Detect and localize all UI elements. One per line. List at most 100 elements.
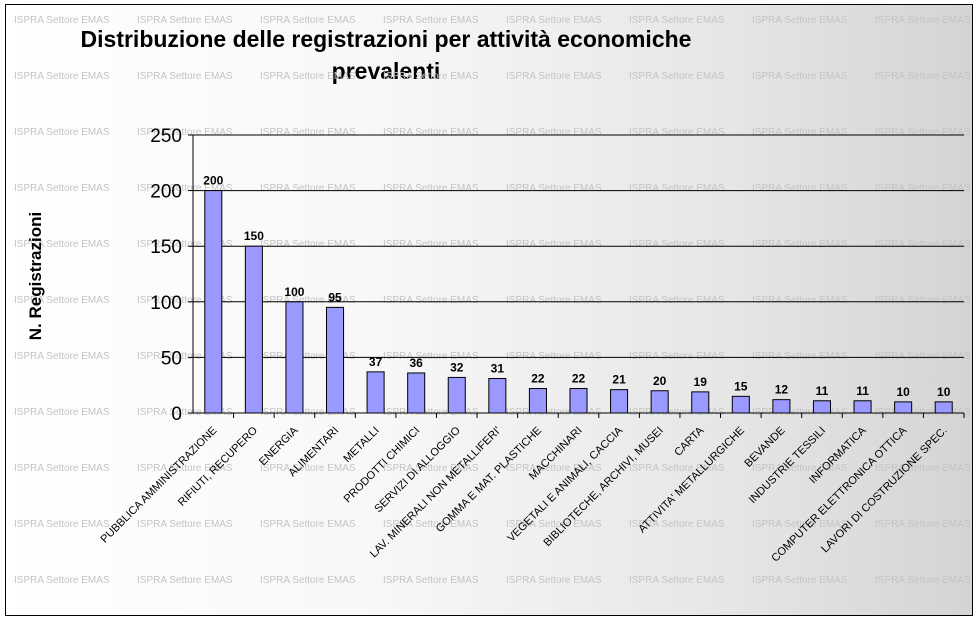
data-label: 100: [284, 285, 304, 299]
watermark-text: ISPRA Settore EMAS: [875, 519, 971, 530]
watermark-text: ISPRA Settore EMAS: [137, 295, 233, 306]
watermark-text: ISPRA Settore EMAS: [14, 463, 110, 474]
watermark-text: ISPRA Settore EMAS: [629, 71, 725, 82]
watermark-text: ISPRA Settore EMAS: [752, 15, 848, 26]
watermark-text: ISPRA Settore EMAS: [260, 463, 356, 474]
bar: [407, 372, 426, 414]
watermark-text: ISPRA Settore EMAS: [506, 519, 602, 530]
data-label: 37: [369, 355, 383, 369]
bar: [204, 190, 223, 414]
watermark-text: ISPRA Settore EMAS: [875, 575, 971, 586]
watermark-text: ISPRA Settore EMAS: [14, 183, 110, 194]
watermark-text: ISPRA Settore EMAS: [875, 351, 971, 362]
watermark-text: ISPRA Settore EMAS: [875, 295, 971, 306]
data-label: 11: [816, 384, 829, 398]
watermark-text: ISPRA Settore EMAS: [506, 15, 602, 26]
data-label: 95: [328, 290, 342, 304]
watermark-text: ISPRA Settore EMAS: [875, 15, 971, 26]
watermark-text: ISPRA Settore EMAS: [629, 15, 725, 26]
watermark-text: ISPRA Settore EMAS: [260, 351, 356, 362]
watermark-text: ISPRA Settore EMAS: [137, 351, 233, 362]
watermark-text: ISPRA Settore EMAS: [14, 15, 110, 26]
watermark-text: ISPRA Settore EMAS: [260, 71, 356, 82]
watermark-text: ISPRA Settore EMAS: [629, 183, 725, 194]
watermark-text: ISPRA Settore EMAS: [629, 575, 725, 586]
watermark-text: ISPRA Settore EMAS: [14, 519, 110, 530]
watermark-text: ISPRA Settore EMAS: [260, 15, 356, 26]
data-label: 31: [491, 362, 505, 376]
watermark-text: ISPRA Settore EMAS: [383, 463, 479, 474]
watermark-text: ISPRA Settore EMAS: [752, 351, 848, 362]
axes: [188, 134, 965, 418]
bar: [569, 388, 588, 414]
watermark-text: ISPRA Settore EMAS: [506, 239, 602, 250]
watermark-text: ISPRA Settore EMAS: [383, 519, 479, 530]
watermark-text: ISPRA Settore EMAS: [629, 239, 725, 250]
watermark-text: ISPRA Settore EMAS: [383, 575, 479, 586]
watermark-text: ISPRA Settore EMAS: [752, 183, 848, 194]
data-label: 12: [775, 383, 789, 397]
watermark-text: ISPRA Settore EMAS: [137, 407, 233, 418]
bar: [934, 401, 953, 414]
watermark-text: ISPRA Settore EMAS: [383, 15, 479, 26]
bar: [244, 245, 263, 414]
watermark-text: ISPRA Settore EMAS: [629, 351, 725, 362]
bar: [366, 371, 385, 414]
data-label: 22: [572, 372, 586, 386]
watermark-text: ISPRA Settore EMAS: [752, 239, 848, 250]
watermark-text: ISPRA Settore EMAS: [383, 239, 479, 250]
watermark-text: ISPRA Settore EMAS: [506, 127, 602, 138]
bar: [772, 399, 791, 414]
bar: [731, 395, 750, 414]
watermark-text: ISPRA Settore EMAS: [875, 183, 971, 194]
bar: [894, 401, 913, 414]
data-label: 19: [694, 375, 708, 389]
data-label: 22: [531, 372, 545, 386]
data-label: 11: [856, 384, 869, 398]
watermark-text: ISPRA Settore EMAS: [137, 463, 233, 474]
watermark-text: ISPRA Settore EMAS: [629, 127, 725, 138]
watermark-text: ISPRA Settore EMAS: [506, 183, 602, 194]
watermark-text: ISPRA Settore EMAS: [629, 295, 725, 306]
watermark-text: ISPRA Settore EMAS: [506, 351, 602, 362]
y-tick-label: 250: [150, 126, 182, 147]
watermark-text: ISPRA Settore EMAS: [383, 295, 479, 306]
watermark-text: ISPRA Settore EMAS: [752, 463, 848, 474]
bar: [812, 400, 831, 414]
watermark-text: ISPRA Settore EMAS: [875, 463, 971, 474]
chart-frame: Distribuzione delle registrazioni per at…: [5, 4, 973, 616]
x-tick-label: METALLI: [341, 425, 381, 465]
y-tick-label: 150: [150, 237, 182, 258]
data-label: 36: [410, 356, 424, 370]
watermark-text: ISPRA Settore EMAS: [506, 463, 602, 474]
watermark-text: ISPRA Settore EMAS: [383, 71, 479, 82]
bar: [488, 378, 507, 414]
data-label: 21: [612, 373, 626, 387]
watermark-text: ISPRA Settore EMAS: [752, 127, 848, 138]
watermark-text: ISPRA Settore EMAS: [137, 71, 233, 82]
watermark-layer: ISPRA Settore EMAS ISPRA Settore EMAS ISPR…: [14, 15, 971, 586]
watermark-text: ISPRA Settore EMAS: [137, 183, 233, 194]
bar: [691, 391, 710, 414]
watermark-text: ISPRA Settore EMAS: [752, 519, 848, 530]
watermark-text: ISPRA Settore EMAS: [14, 407, 110, 418]
y-tick-label: 0: [171, 404, 182, 425]
watermark-text: ISPRA Settore EMAS: [260, 239, 356, 250]
y-tick-label: 200: [150, 182, 182, 203]
watermark-text: ISPRA Settore EMAS: [875, 239, 971, 250]
watermark-text: ISPRA Settore EMAS: [260, 519, 356, 530]
chart-canvas: ISPRA Settore EMAS ISPRA Settore EMAS ISPR…: [14, 15, 971, 586]
watermark-text: ISPRA Settore EMAS: [14, 127, 110, 138]
watermark-text: ISPRA Settore EMAS: [875, 127, 971, 138]
y-tick-label: 50: [161, 348, 182, 369]
x-tick-label: CARTA: [672, 424, 707, 459]
bar: [326, 306, 345, 414]
data-label: 10: [937, 385, 951, 399]
y-axis-title: N. Registrazioni: [26, 212, 45, 340]
watermark-text: ISPRA Settore EMAS: [14, 239, 110, 250]
watermark-text: ISPRA Settore EMAS: [752, 575, 848, 586]
bar: [447, 376, 466, 414]
bar: [528, 388, 547, 414]
watermark-text: ISPRA Settore EMAS: [137, 239, 233, 250]
watermark-text: ISPRA Settore EMAS: [137, 15, 233, 26]
